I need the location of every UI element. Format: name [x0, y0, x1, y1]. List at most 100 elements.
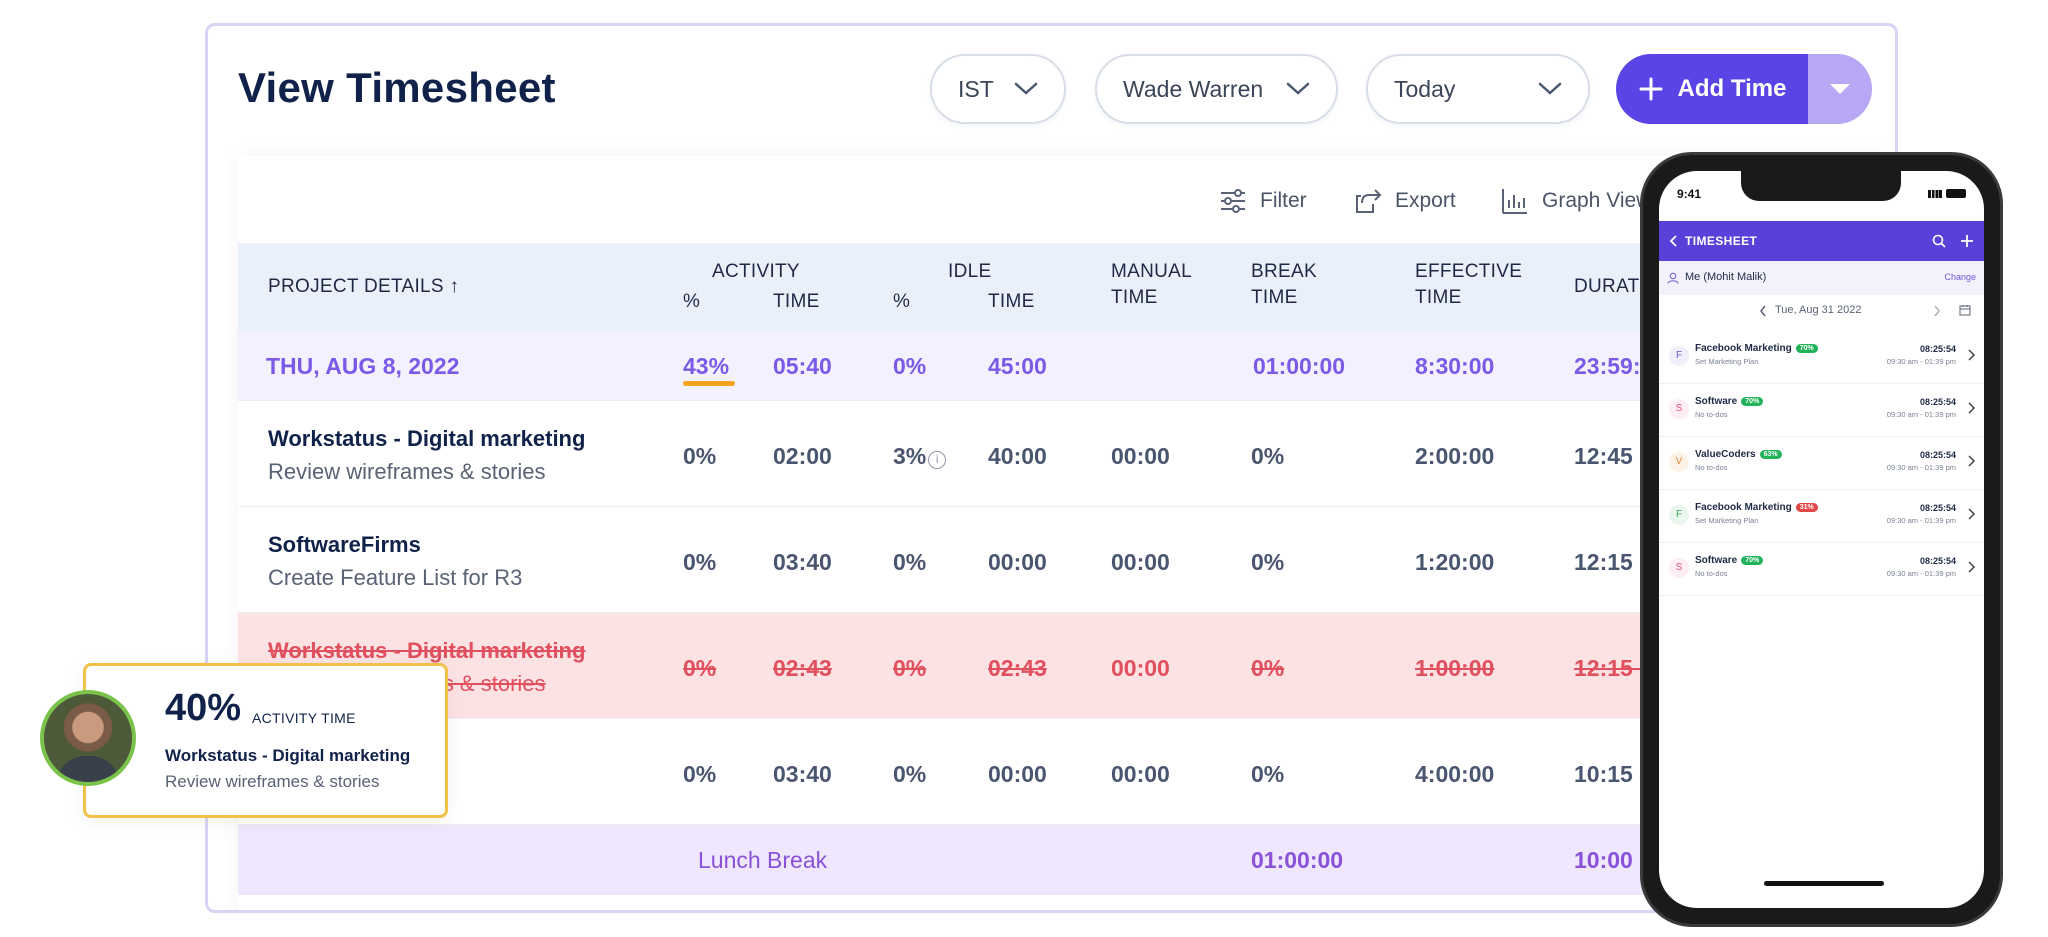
phone-list-item[interactable]: S Software 70% No to-dos 08:25:54 09:30 a…	[1659, 384, 1984, 437]
plus-icon[interactable]	[1960, 234, 1974, 248]
idle-time: 02:43	[988, 655, 1047, 681]
lunch-duration: 10:00 a	[1574, 847, 1653, 873]
col-manual: MANUAL TIME	[1111, 259, 1192, 311]
phone-item-time: 08:25:54	[1919, 397, 1956, 407]
phone-mockup: 9:41 TIMESHEET Me (Mohit Malik) Change T…	[1640, 152, 2003, 927]
phone-item-range: 09:30 am - 01:39 pm	[1886, 410, 1956, 419]
range-select[interactable]: Today	[1366, 54, 1590, 124]
user-value: Wade Warren	[1123, 75, 1264, 102]
phone-item-sub: Set Marketing Plan	[1695, 516, 1759, 525]
phone-item-sub: No to-dos	[1695, 463, 1728, 472]
chevron-down-icon	[1014, 82, 1038, 95]
phone-item-range: 09:30 am - 01:39 pm	[1886, 516, 1956, 525]
timezone-select[interactable]: IST	[930, 54, 1066, 124]
project-initial-icon: S	[1669, 399, 1689, 419]
info-icon[interactable]: i	[928, 451, 947, 469]
lunch-label: Lunch Break	[698, 847, 828, 873]
idle-pct: 0%	[893, 549, 927, 575]
col-idle-pct: %	[893, 291, 911, 312]
graph-view-label: Graph View	[1542, 189, 1652, 212]
chevron-down-icon	[1538, 82, 1562, 95]
timezone-value: IST	[958, 75, 994, 102]
phone-item-name: Facebook Marketing	[1695, 343, 1792, 354]
phone-list-item[interactable]: V ValueCoders 63% No to-dos 08:25:54 09:3…	[1659, 437, 1984, 490]
plus-icon	[1639, 77, 1663, 101]
popup-project-name: Workstatus - Digital marketing	[165, 746, 411, 765]
break-time: 0%	[1251, 443, 1285, 469]
add-time-label: Add Time	[1677, 75, 1787, 102]
export-icon	[1356, 189, 1382, 213]
phone-date: Tue, Aug 31 2022	[1775, 304, 1862, 316]
phone-item-badge: 63%	[1759, 450, 1782, 459]
change-user-link[interactable]: Change	[1944, 272, 1976, 282]
effective-time: 1:00:00	[1415, 655, 1495, 681]
phone-item-sub: Set Marketing Plan	[1695, 357, 1759, 366]
graph-view-button[interactable]: Graph View	[1500, 186, 1651, 216]
back-icon[interactable]	[1669, 235, 1679, 247]
page-title: View Timesheet	[238, 64, 556, 111]
phone-notch	[1741, 171, 1901, 201]
calendar-icon[interactable]	[1959, 304, 1971, 316]
export-button[interactable]: Export	[1353, 186, 1456, 216]
date-break: 01:00:00	[1253, 353, 1346, 379]
table-row[interactable]: Workstatus - Digital marketing Review wi…	[238, 401, 1888, 507]
manual-time: 00:00	[1111, 655, 1170, 681]
date-row: THU, AUG 8, 2022 43% 05:40 0% 45:00 01:0…	[238, 331, 1888, 401]
battery-icon	[1946, 189, 1966, 198]
home-indicator	[1764, 881, 1884, 886]
manual-time: 00:00	[1111, 549, 1170, 575]
phone-item-heading: Facebook Marketing 31%	[1695, 502, 1818, 513]
idle-pct-cell: 3% i	[893, 443, 947, 470]
chevron-right-icon	[1968, 561, 1976, 573]
phone-item-sub: No to-dos	[1695, 410, 1728, 419]
date-idle-pct: 0%	[893, 353, 927, 379]
avatar-shirt	[56, 756, 120, 782]
phone-status-time: 9:41	[1677, 187, 1702, 201]
user-avatar	[40, 690, 136, 786]
phone-item-range: 09:30 am - 01:39 pm	[1886, 463, 1956, 472]
duration: 10:15 a	[1574, 761, 1653, 787]
col-effective: EFFECTIVE TIME	[1415, 259, 1522, 311]
signal-icon	[1928, 189, 1942, 198]
project-initial-icon: S	[1669, 558, 1689, 578]
table-row-deleted[interactable]: Workstatus - Digital marketing Review wi…	[238, 613, 1888, 719]
phone-app-title: TIMESHEET	[1685, 234, 1758, 248]
col-manual-line2: TIME	[1111, 287, 1158, 308]
col-project[interactable]: PROJECT DETAILS ↑	[268, 276, 460, 297]
break-time: 0%	[1251, 549, 1285, 575]
table-row[interactable]: 0% 03:40 0% 00:00 00:00 0% 4:00:00 10:15…	[238, 719, 1888, 825]
phone-item-time: 08:25:54	[1919, 344, 1956, 354]
date-idle-time: 45:00	[988, 353, 1047, 379]
user-select[interactable]: Wade Warren	[1095, 54, 1338, 124]
filter-icon	[1221, 189, 1245, 213]
activity-pct: 0%	[683, 655, 717, 681]
activity-percent-label: ACTIVITY TIME	[252, 710, 356, 726]
activity-time: 03:40	[773, 549, 832, 575]
phone-item-time: 08:25:54	[1919, 450, 1956, 460]
add-time-main[interactable]: Add Time	[1616, 54, 1808, 124]
lunch-break-row: Lunch Break 01:00:00 10:00 a	[238, 825, 1888, 895]
date-duration: 23:59:	[1574, 353, 1641, 379]
search-icon[interactable]	[1932, 234, 1946, 248]
break-time: 0%	[1251, 761, 1285, 787]
idle-pct: 0%	[893, 761, 927, 787]
filter-button[interactable]: Filter	[1218, 186, 1307, 216]
phone-list-item[interactable]: F Facebook Marketing 70% Set Marketing Pl…	[1659, 331, 1984, 384]
phone-item-badge: 70%	[1741, 556, 1764, 565]
add-time-dropdown[interactable]	[1808, 54, 1872, 124]
phone-user-name: Me (Mohit Malik)	[1685, 271, 1767, 283]
date-activity-time: 05:40	[773, 353, 832, 379]
phone-item-name: Software	[1695, 555, 1738, 566]
col-idle: IDLE	[948, 261, 992, 282]
chevron-right-icon	[1968, 402, 1976, 414]
activity-time: 03:40	[773, 761, 832, 787]
phone-list-item[interactable]: F Facebook Marketing 31% Set Marketing Pl…	[1659, 490, 1984, 543]
chevron-right-icon[interactable]	[1933, 305, 1941, 317]
project-name: Workstatus - Digital marketing	[268, 426, 586, 451]
add-time-button[interactable]: Add Time	[1616, 54, 1872, 124]
chevron-right-icon	[1968, 455, 1976, 467]
phone-list-item[interactable]: S Software 70% No to-dos 08:25:54 09:30 a…	[1659, 543, 1984, 596]
project-initial-icon: F	[1669, 346, 1689, 366]
chevron-left-icon[interactable]	[1759, 305, 1767, 317]
